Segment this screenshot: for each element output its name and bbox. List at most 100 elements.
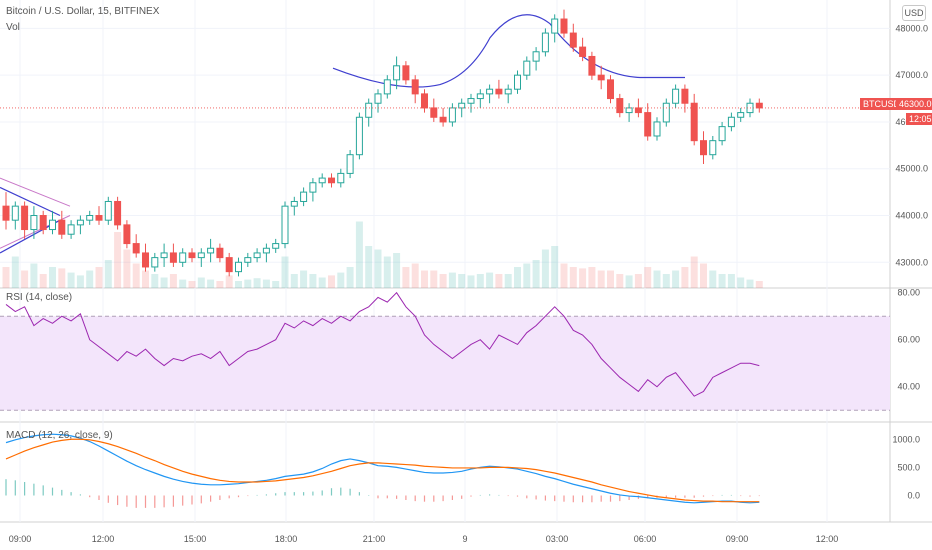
candle-body — [262, 247, 270, 254]
candle-body — [132, 243, 140, 254]
candle-body — [328, 177, 335, 184]
volume-bar — [21, 270, 29, 288]
macd-histogram-bar — [340, 487, 342, 496]
macd-histogram-bar — [582, 495, 584, 503]
rsi-title: RSI (14, close) — [6, 292, 73, 303]
candle-body — [253, 252, 261, 259]
candle-body — [300, 191, 308, 202]
rsi-band — [0, 316, 890, 411]
candle-body — [337, 172, 345, 184]
macd-tick-label: 500.0 — [897, 462, 920, 472]
rsi-line — [5, 291, 760, 397]
macd-title: MACD (12, 26, close, 9) — [6, 430, 113, 441]
macd-histogram-bar — [414, 495, 416, 502]
candle-body — [318, 177, 326, 184]
macd-histogram-bar — [293, 492, 295, 496]
macd-histogram-bar — [609, 495, 612, 502]
macd-histogram-bar — [693, 495, 695, 498]
volume-bar — [495, 274, 503, 288]
candle-body — [355, 116, 363, 156]
symbol-title: Bitcoin / U.S. Dollar, 15, BITFINEX — [6, 6, 160, 17]
candle-body — [504, 88, 512, 95]
macd-histogram-bar — [591, 495, 593, 503]
candle-body — [402, 65, 410, 81]
candle-body — [737, 112, 745, 118]
candle-body — [430, 107, 438, 118]
macd-line — [5, 433, 760, 504]
volume-bar — [727, 274, 735, 288]
x-tick-label: 09:00 — [726, 534, 749, 544]
volume-bar — [560, 263, 568, 288]
volume-bar — [39, 274, 47, 288]
macd-histogram-bar — [70, 492, 72, 496]
volume-bar — [235, 281, 242, 288]
currency-button[interactable]: USD — [902, 5, 926, 21]
volume-bar — [337, 272, 345, 288]
x-tick-label: 21:00 — [363, 534, 386, 544]
macd-tick-label: 1000.0 — [892, 434, 920, 444]
candle-body — [709, 140, 717, 156]
signal-line — [5, 438, 760, 503]
x-tick-label: 18:00 — [275, 534, 298, 544]
volume-bar — [579, 268, 587, 288]
macd-histogram-bar — [461, 495, 463, 499]
candle-body — [393, 65, 401, 81]
y-tick-label: 48000.0 — [895, 23, 928, 33]
candle-body — [76, 219, 84, 226]
candle-body — [197, 252, 205, 259]
candle-body — [383, 79, 391, 95]
candle-body — [551, 18, 559, 34]
macd-histogram-bar — [210, 495, 212, 502]
volume-bar — [634, 274, 642, 288]
candle-body — [123, 224, 131, 245]
macd-histogram-bar — [358, 492, 360, 496]
macd-histogram-bar — [247, 495, 249, 497]
macd-histogram-bar — [33, 483, 35, 496]
candle-body — [21, 205, 29, 231]
macd-histogram-bar — [684, 495, 686, 498]
candle-body — [625, 107, 633, 114]
candle-body — [309, 182, 317, 193]
volume-bar — [11, 256, 19, 288]
volume-bar — [411, 263, 419, 288]
candle-body — [58, 219, 66, 235]
rsi-tick-label: 80.00 — [897, 288, 920, 298]
volume-bar — [123, 249, 131, 288]
macd-histogram-bar — [749, 495, 751, 497]
macd-histogram-bar — [498, 494, 500, 496]
candle-body — [448, 107, 456, 123]
macd-histogram-bar — [451, 495, 453, 500]
macd-histogram-bar — [144, 495, 147, 508]
macd-histogram-bar — [163, 495, 165, 508]
volume-bar — [104, 260, 112, 288]
macd-histogram-bar — [507, 495, 509, 497]
macd-histogram-bar — [368, 495, 370, 496]
macd-histogram-bar — [135, 495, 137, 508]
macd-histogram-bar — [5, 479, 7, 496]
channel-line — [0, 177, 71, 207]
volume-bar — [597, 270, 605, 288]
volume-bar — [430, 270, 438, 288]
candle-body — [514, 74, 521, 90]
volume-bar — [700, 263, 707, 288]
candle-body — [458, 102, 466, 109]
macd-histogram-bar — [516, 495, 519, 497]
volume-bar — [290, 274, 298, 288]
volume-bar — [448, 272, 456, 288]
volume-bar — [514, 267, 521, 288]
macd-histogram-bar — [721, 494, 723, 496]
macd-histogram-bar — [665, 495, 667, 498]
macd-histogram-bar — [200, 495, 202, 504]
volume-bar — [374, 249, 382, 288]
macd-histogram-bar — [526, 495, 528, 499]
symbol-price-tag: BTCUSD — [860, 98, 904, 110]
candle-body — [681, 88, 689, 104]
candle-body — [244, 257, 252, 263]
volume-bar — [179, 279, 187, 288]
macd-histogram-bar — [24, 482, 26, 496]
macd-histogram-bar — [396, 495, 398, 499]
candle-body — [169, 252, 177, 263]
volume-bar — [755, 281, 763, 288]
macd-histogram-bar — [61, 489, 63, 496]
